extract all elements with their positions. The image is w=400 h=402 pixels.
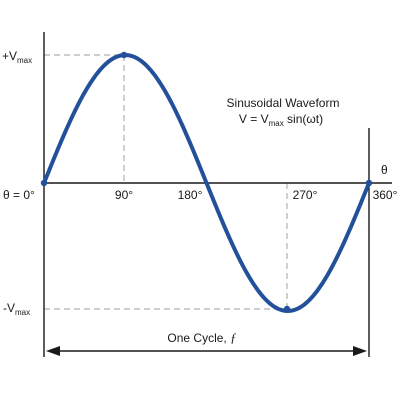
tick-label-270: 270° xyxy=(293,188,318,202)
arrowhead-left-icon xyxy=(46,346,60,356)
one-cycle-label: One Cycle, ƒ xyxy=(167,330,236,345)
tick-label-90: 90° xyxy=(115,188,133,202)
tick-label-180: 180° xyxy=(178,188,203,202)
wave-point-0 xyxy=(40,179,48,187)
wave-point-trough xyxy=(283,305,291,313)
sine-wave-curve xyxy=(42,52,371,314)
theta-zero-label: θ = 0° xyxy=(3,188,35,202)
vmax-positive-label: +Vmax xyxy=(2,49,32,65)
theta-axis-label: θ xyxy=(381,163,388,177)
tick-label-360: 360° xyxy=(373,188,398,202)
wave-point-360 xyxy=(365,179,373,187)
wave-point-peak xyxy=(120,51,128,59)
waveform-equation: V = Vmax sin(ωt) xyxy=(239,112,323,128)
arrowhead-right-icon xyxy=(353,346,367,356)
vmax-negative-label: -Vmax xyxy=(3,301,30,317)
waveform-title: Sinusoidal Waveform xyxy=(227,96,340,110)
